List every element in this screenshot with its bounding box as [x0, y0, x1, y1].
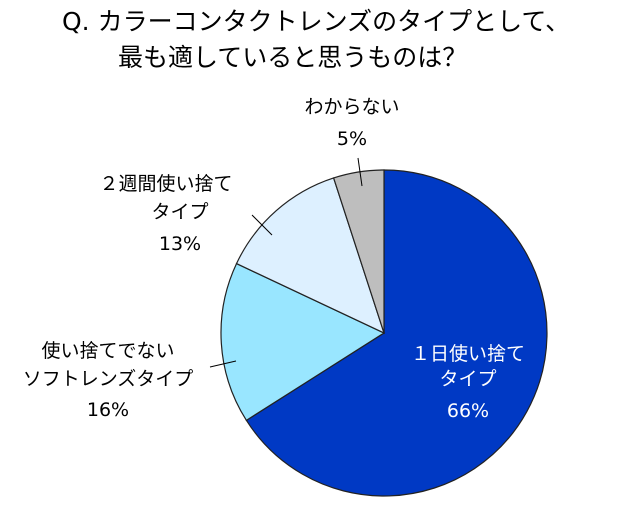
leader-line-2week [251, 214, 273, 236]
label-nondisposable-line1: 使い捨てでない [41, 340, 174, 362]
leader-line-unknown [357, 157, 363, 187]
slice-nondisposable [220, 262, 386, 422]
label-1day-line2: タイプ [439, 368, 496, 390]
label-unknown-line1: わからない [304, 96, 399, 118]
chart-title-line1: Q. カラーコンタクトレンズのタイプとして、 [62, 7, 570, 36]
slice-2week [235, 177, 385, 335]
label-2week-line1: ２週間使い捨て [99, 173, 232, 195]
label-1day-line1: １日使い捨て [411, 343, 525, 365]
chart-title-line2: 最も適していると思うものは？ [118, 43, 467, 72]
label-2week-pct: 13% [159, 233, 201, 255]
label-1day-pct: 66% [447, 400, 489, 422]
slice-1day [245, 169, 548, 497]
label-unknown-pct: 5% [337, 128, 367, 150]
slice-unknown [332, 169, 385, 334]
label-2week-line2: タイプ [151, 201, 208, 223]
label-nondisposable-line2: ソフトレンズタイプ [23, 368, 194, 390]
label-nondisposable-pct: 16% [87, 399, 129, 421]
leader-line-nondisposable [209, 360, 237, 368]
